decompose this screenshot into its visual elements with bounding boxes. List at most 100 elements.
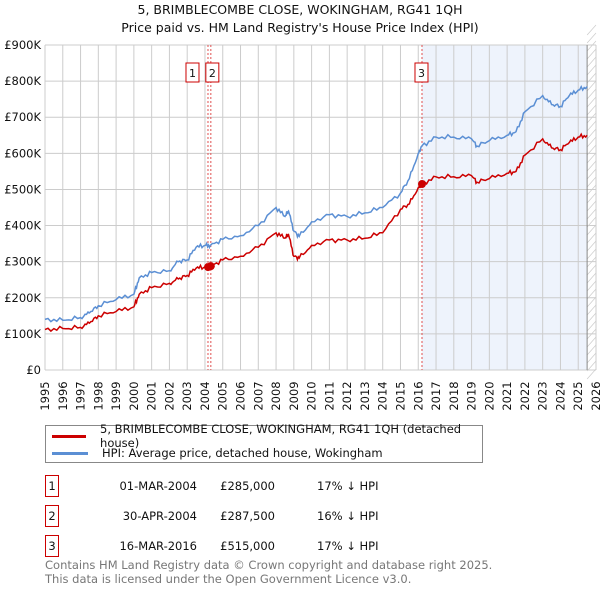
y-tick-label: £700K <box>4 110 41 124</box>
y-tick-label: £500K <box>4 182 41 196</box>
hatch-line <box>586 240 597 252</box>
x-tick-label: 2009 <box>287 381 301 410</box>
x-tick-label: 2023 <box>536 381 550 410</box>
hatch-line <box>586 176 597 188</box>
x-tick-label: 2000 <box>127 381 141 410</box>
y-tick-label: £800K <box>4 74 41 88</box>
y-tick-label: £0 <box>26 363 41 377</box>
sale-label-box <box>205 62 220 83</box>
y-tick-label: £200K <box>4 291 41 305</box>
legend-swatch-red <box>52 434 87 438</box>
hatch-line <box>586 168 597 180</box>
hatch-line <box>586 224 597 236</box>
hatch-line <box>586 88 597 100</box>
sale-point <box>206 262 215 271</box>
x-tick-label: 2012 <box>340 381 354 410</box>
hatch-line <box>586 48 597 60</box>
sale-label-box <box>414 62 429 83</box>
sale-marker-label: 3 <box>45 535 59 557</box>
sale-label-box <box>185 62 200 83</box>
hpi-line <box>44 84 588 323</box>
legend-item-hpi: HPI: Average price, detached house, Woki… <box>52 445 383 461</box>
hatch-line <box>586 208 597 220</box>
y-tick-label: £600K <box>4 146 41 160</box>
sale-marker-label: 2 <box>45 505 59 527</box>
x-tick-label: 2001 <box>145 381 159 410</box>
x-tick-label: 2003 <box>180 381 194 410</box>
x-tick-label: 2019 <box>465 381 479 410</box>
sale-marker-label: 1 <box>45 475 59 497</box>
forecast-shade <box>421 45 588 370</box>
sale-hpi-diff: 16% ↓ HPI <box>317 509 379 523</box>
sale-hpi-diff: 17% ↓ HPI <box>317 479 379 493</box>
hatch-line <box>586 312 597 324</box>
hatch-line <box>586 352 597 364</box>
x-tick-label: 2014 <box>376 381 390 410</box>
hatch-line <box>586 24 597 36</box>
hatch-line <box>586 248 597 260</box>
hatch-line <box>586 368 597 380</box>
sale-label: 2 <box>209 67 216 80</box>
footer-copyright: Contains HM Land Registry data © Crown c… <box>45 558 493 572</box>
x-tick-label: 2020 <box>482 381 496 410</box>
x-tick-label: 1999 <box>109 381 123 410</box>
sale-price: £285,000 <box>220 479 275 493</box>
sale-date: 16-MAR-2016 <box>119 539 197 553</box>
hatch-line <box>586 320 597 332</box>
y-tick-label: £900K <box>4 38 41 52</box>
chart-title: 5, BRIMBLECOMBE CLOSE, WOKINGHAM, RG41 1… <box>138 2 463 17</box>
hatch-line <box>586 272 597 284</box>
legend: 5, BRIMBLECOMBE CLOSE, WOKINGHAM, RG41 1… <box>45 422 483 463</box>
hatch-line <box>586 304 597 316</box>
x-tick-label: 2026 <box>589 381 600 410</box>
x-tick-label: 2010 <box>305 381 319 410</box>
hatch-line <box>586 160 597 172</box>
hatched-region <box>587 45 596 370</box>
x-tick-label: 2008 <box>269 381 283 410</box>
hatch-line <box>586 360 597 372</box>
x-tick-label: 2021 <box>500 381 514 410</box>
sale-label: 3 <box>418 67 425 80</box>
hatch-line <box>586 192 597 204</box>
x-tick-label: 2004 <box>198 381 212 410</box>
y-tick-label: £400K <box>4 219 41 233</box>
hatch-line <box>586 296 597 308</box>
hatch-line <box>586 64 597 76</box>
sale-price: £515,000 <box>220 539 275 553</box>
hatch-line <box>586 32 597 44</box>
hatch-line <box>586 40 597 52</box>
x-tick-label: 1998 <box>91 381 105 410</box>
x-tick-label: 2011 <box>322 381 336 410</box>
hatch-line <box>586 264 597 276</box>
x-tick-label: 1995 <box>38 381 52 410</box>
hatch-line <box>586 136 597 148</box>
x-tick-label: 1997 <box>74 381 88 410</box>
chart: 5, BRIMBLECOMBE CLOSE, WOKINGHAM, RG41 1… <box>4 2 600 411</box>
legend-item-property: 5, BRIMBLECOMBE CLOSE, WOKINGHAM, RG41 1… <box>52 422 482 450</box>
chart-subtitle: Price paid vs. HM Land Registry's House … <box>121 20 478 35</box>
x-tick-label: 2025 <box>571 381 585 410</box>
footer-licence: This data is licensed under the Open Gov… <box>45 572 412 586</box>
hatch-line <box>586 80 597 92</box>
x-tick-label: 2018 <box>447 381 461 410</box>
hatch-line <box>586 232 597 244</box>
x-tick-label: 2022 <box>518 381 532 410</box>
x-tick-label: 2002 <box>162 381 176 410</box>
sale-date: 01-MAR-2004 <box>119 479 197 493</box>
x-tick-label: 2013 <box>358 381 372 410</box>
x-tick-label: 2017 <box>429 381 443 410</box>
legend-label: HPI: Average price, detached house, Woki… <box>102 446 383 460</box>
hatch-line <box>586 200 597 212</box>
hatch-line <box>586 112 597 124</box>
hatch-line <box>586 336 597 348</box>
hatch-line <box>586 280 597 292</box>
sale-price: £287,500 <box>220 509 275 523</box>
legend-swatch-blue <box>52 451 88 455</box>
hatch-line <box>586 104 597 116</box>
legend-label: 5, BRIMBLECOMBE CLOSE, WOKINGHAM, RG41 1… <box>100 422 462 450</box>
y-tick-label: £100K <box>4 327 41 341</box>
x-tick-label: 2007 <box>251 381 265 410</box>
hatch-line <box>586 120 597 132</box>
y-tick-label: £300K <box>4 255 41 269</box>
